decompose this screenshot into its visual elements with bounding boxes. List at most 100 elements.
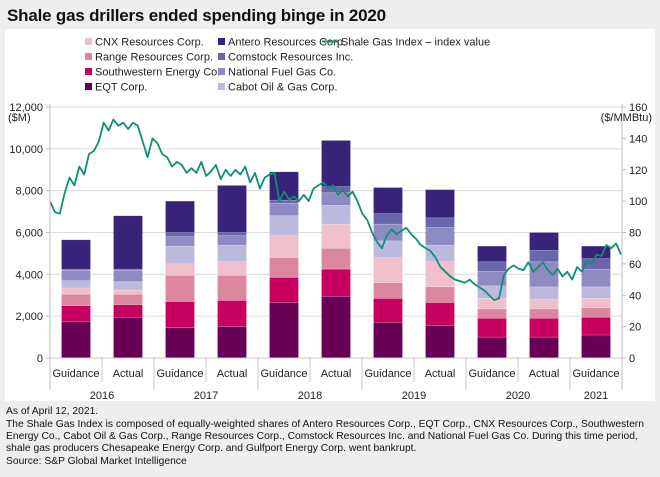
bar-segment xyxy=(529,299,559,310)
legend-swatch xyxy=(218,68,225,75)
left-tick-label: 6,000 xyxy=(15,228,43,240)
bar-segment xyxy=(269,215,299,236)
x-category-label: Guidance xyxy=(260,368,307,380)
x-category-label: Actual xyxy=(113,368,144,380)
bar-segment xyxy=(373,187,403,214)
bar-segment xyxy=(373,322,403,359)
bar-segment xyxy=(425,325,455,359)
legend-label: Southwestern Energy Co. xyxy=(95,67,220,79)
bar-segment xyxy=(61,269,91,281)
bar-segment xyxy=(321,140,351,187)
bar-segment xyxy=(321,205,351,225)
bar-segment xyxy=(581,298,611,309)
bar-segment xyxy=(165,301,195,328)
bar-segment xyxy=(61,280,91,289)
bar-segment xyxy=(217,326,247,359)
legend-swatch xyxy=(218,53,225,60)
bar-segment xyxy=(61,287,91,295)
legend-swatch xyxy=(218,38,225,45)
left-tick-label: 12,000 xyxy=(9,102,43,114)
left-tick-label: 0 xyxy=(37,353,43,365)
left-tick-label: 2,000 xyxy=(15,311,43,323)
bar-segment xyxy=(165,275,195,302)
bar-segment xyxy=(61,239,91,270)
bar-segment xyxy=(373,298,403,323)
right-tick-label: 80 xyxy=(629,228,641,240)
bar-segment xyxy=(269,277,299,303)
chart-title: Shale gas drillers ended spending binge … xyxy=(7,6,386,25)
bar-segment xyxy=(217,244,247,263)
bar-segment xyxy=(321,247,351,270)
bar-segment xyxy=(477,318,507,338)
bar-segment xyxy=(269,302,299,359)
bar-segment xyxy=(217,275,247,301)
right-tick-label: 40 xyxy=(629,290,641,302)
source-note: Source: S&P Global Market Intelligence xyxy=(6,456,187,467)
bar-segment xyxy=(581,334,611,359)
x-year-label: 2016 xyxy=(90,390,114,402)
bar-segment xyxy=(477,308,507,319)
bar-segment xyxy=(425,227,455,246)
bar-segment xyxy=(165,200,195,233)
legend-label: Antero Resources Corp. xyxy=(228,37,346,49)
bar-segment xyxy=(217,235,247,246)
bar-segment xyxy=(269,257,299,278)
x-category-label: Actual xyxy=(529,368,560,380)
bar-segment xyxy=(165,245,195,265)
bars xyxy=(61,140,611,359)
legend-swatch xyxy=(85,38,92,45)
bar-segment xyxy=(321,296,351,359)
legend-label: Range Resources Corp. xyxy=(95,52,213,64)
left-axis-unit: ($M) xyxy=(8,112,31,124)
legend-swatch xyxy=(85,83,92,90)
bar-segment xyxy=(425,244,455,263)
bar-segment xyxy=(165,236,195,247)
legend-swatch xyxy=(85,53,92,60)
bar-segment xyxy=(217,300,247,327)
x-year-label: 2019 xyxy=(402,390,426,402)
bar-segment xyxy=(477,336,507,359)
left-tick-label: 10,000 xyxy=(9,144,43,156)
bar-segment xyxy=(217,261,247,276)
x-year-label: 2020 xyxy=(506,390,530,402)
legend-label: Cabot Oil & Gas Corp. xyxy=(228,82,337,94)
right-tick-label: 60 xyxy=(629,259,641,271)
bar-segment xyxy=(529,232,559,251)
x-category-label: Guidance xyxy=(156,368,203,380)
bar-segment xyxy=(61,293,91,306)
x-year-label: 2021 xyxy=(584,390,608,402)
bar-segment xyxy=(581,307,611,318)
bar-segment xyxy=(425,217,455,228)
index-description: The Shale Gas Index is composed of equal… xyxy=(6,419,644,454)
right-tick-label: 160 xyxy=(629,102,647,114)
bar-segment xyxy=(581,245,611,259)
right-axis-unit: ($/MMBtu) xyxy=(601,112,652,124)
bar-segment xyxy=(425,189,455,219)
bar-segment xyxy=(425,286,455,303)
bar-segment xyxy=(113,293,143,305)
bar-segment xyxy=(373,213,403,225)
bar-segment xyxy=(425,302,455,326)
right-tick-label: 0 xyxy=(629,353,635,365)
bar-segment xyxy=(113,269,143,282)
x-category-label: Guidance xyxy=(468,368,515,380)
bar-segment xyxy=(321,223,351,249)
x-category-label: Guidance xyxy=(364,368,411,380)
bar-segment xyxy=(217,232,247,236)
right-tick-label: 20 xyxy=(629,322,641,334)
bar-segment xyxy=(61,305,91,322)
legend-label: Shale Gas Index – index value xyxy=(341,37,490,49)
bar-segment xyxy=(113,289,143,295)
bar-segment xyxy=(477,245,507,263)
bar-segment xyxy=(269,202,299,217)
bar-segment xyxy=(113,215,143,270)
bar-segment xyxy=(321,268,351,297)
legend: CNX Resources Corp. Range Resources Corp.… xyxy=(85,37,490,94)
bar-segment xyxy=(165,232,195,237)
bar-segment xyxy=(529,318,559,338)
bar-segment xyxy=(529,336,559,359)
bar-segment xyxy=(373,257,403,283)
as-of-note: As of April 12, 2021. xyxy=(6,406,99,417)
bar-segment xyxy=(529,308,559,319)
bar-segment xyxy=(529,286,559,300)
